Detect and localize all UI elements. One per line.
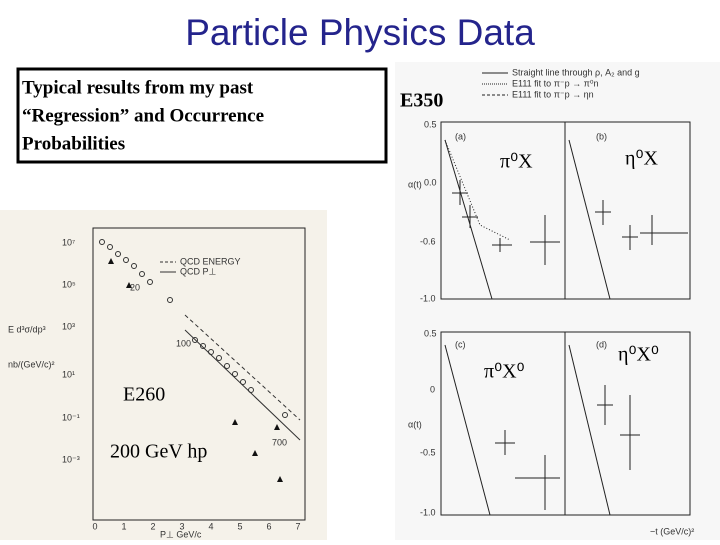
scanned-curves — [99, 239, 301, 441]
annotation: 100 — [176, 338, 191, 348]
y-tick-label: 0.5 — [424, 119, 437, 129]
x-tick-label: 7 — [295, 521, 300, 531]
y-tick-label: 10⁵ — [62, 279, 76, 289]
y-axis-label: α(t) — [408, 419, 422, 429]
y-tick-label: 10⁷ — [62, 237, 75, 247]
y-tick-label: 0 — [430, 384, 435, 394]
panel-label: η⁰X⁰ — [618, 344, 659, 366]
annotation: 20 — [130, 282, 140, 292]
y-tick-label: -0.6 — [420, 236, 436, 246]
text-line: “Regression” and Occurrence — [22, 105, 264, 126]
beam-label: 200 GeV hp — [110, 441, 207, 463]
y-axis-label: nb/(GeV/c)² — [8, 359, 55, 369]
text-line: Typical results from my past — [22, 77, 254, 98]
x-tick-label: 3 — [179, 521, 184, 531]
scanned-markers — [108, 258, 283, 482]
y-tick-label: 0.0 — [424, 177, 437, 187]
y-tick-label: 0.5 — [424, 328, 437, 338]
left-plot-frame — [92, 227, 306, 521]
x-tick-label: 6 — [266, 521, 271, 531]
panel-label: π⁰X⁰ — [484, 361, 525, 383]
y-tick-label: 10⁻¹ — [62, 412, 80, 422]
legend-entry: QCD ENERGY — [180, 256, 241, 266]
right-plot-bg — [395, 62, 720, 540]
panel-label: η⁰X — [625, 148, 658, 170]
legend-entry: E111 fit to π⁻p → ηn — [512, 89, 594, 99]
scanned-error-bars — [452, 180, 688, 510]
annotation: 700 — [272, 437, 287, 447]
y-tick-label: -0.5 — [420, 447, 436, 457]
x-tick-label: 4 — [208, 521, 213, 531]
x-axis-label: −t (GeV/c)² — [650, 526, 694, 536]
panel-tag: (a) — [455, 131, 466, 141]
experiment-label: E350 — [400, 90, 443, 112]
x-tick-label: 0 — [92, 521, 97, 531]
legend-entry: E111 fit to π⁻p → π⁰n — [512, 78, 598, 88]
panel-tag: (b) — [596, 131, 607, 141]
legend-entry: Straight line through ρ, A₂ and g — [512, 67, 640, 77]
panel-frames — [440, 121, 691, 516]
y-tick-label: 10⁻³ — [62, 454, 80, 464]
y-tick-label: -1.0 — [420, 507, 436, 517]
x-axis-label: P⊥ GeV/c — [160, 529, 202, 539]
experiment-label: E260 — [123, 384, 165, 406]
y-axis-label: E d³σ/dp³ — [8, 324, 46, 334]
y-tick-label: 10³ — [62, 321, 75, 331]
text-box — [16, 67, 388, 164]
slide-title: Particle Physics Data — [185, 12, 535, 53]
y-tick-label: 10¹ — [62, 369, 75, 379]
y-tick-label: -1.0 — [420, 293, 436, 303]
text-line: Probabilities — [22, 133, 125, 154]
y-axis-label: α(t) — [408, 179, 422, 189]
x-tick-label: 2 — [150, 521, 155, 531]
panel-tag: (c) — [455, 339, 466, 349]
legend-entry: QCD P⊥ — [180, 266, 217, 276]
x-tick-label: 5 — [237, 521, 242, 531]
panel-tag: (d) — [596, 339, 607, 349]
left-plot-bg — [0, 210, 327, 540]
panel-label: π⁰X — [500, 151, 533, 173]
x-tick-label: 1 — [121, 521, 126, 531]
